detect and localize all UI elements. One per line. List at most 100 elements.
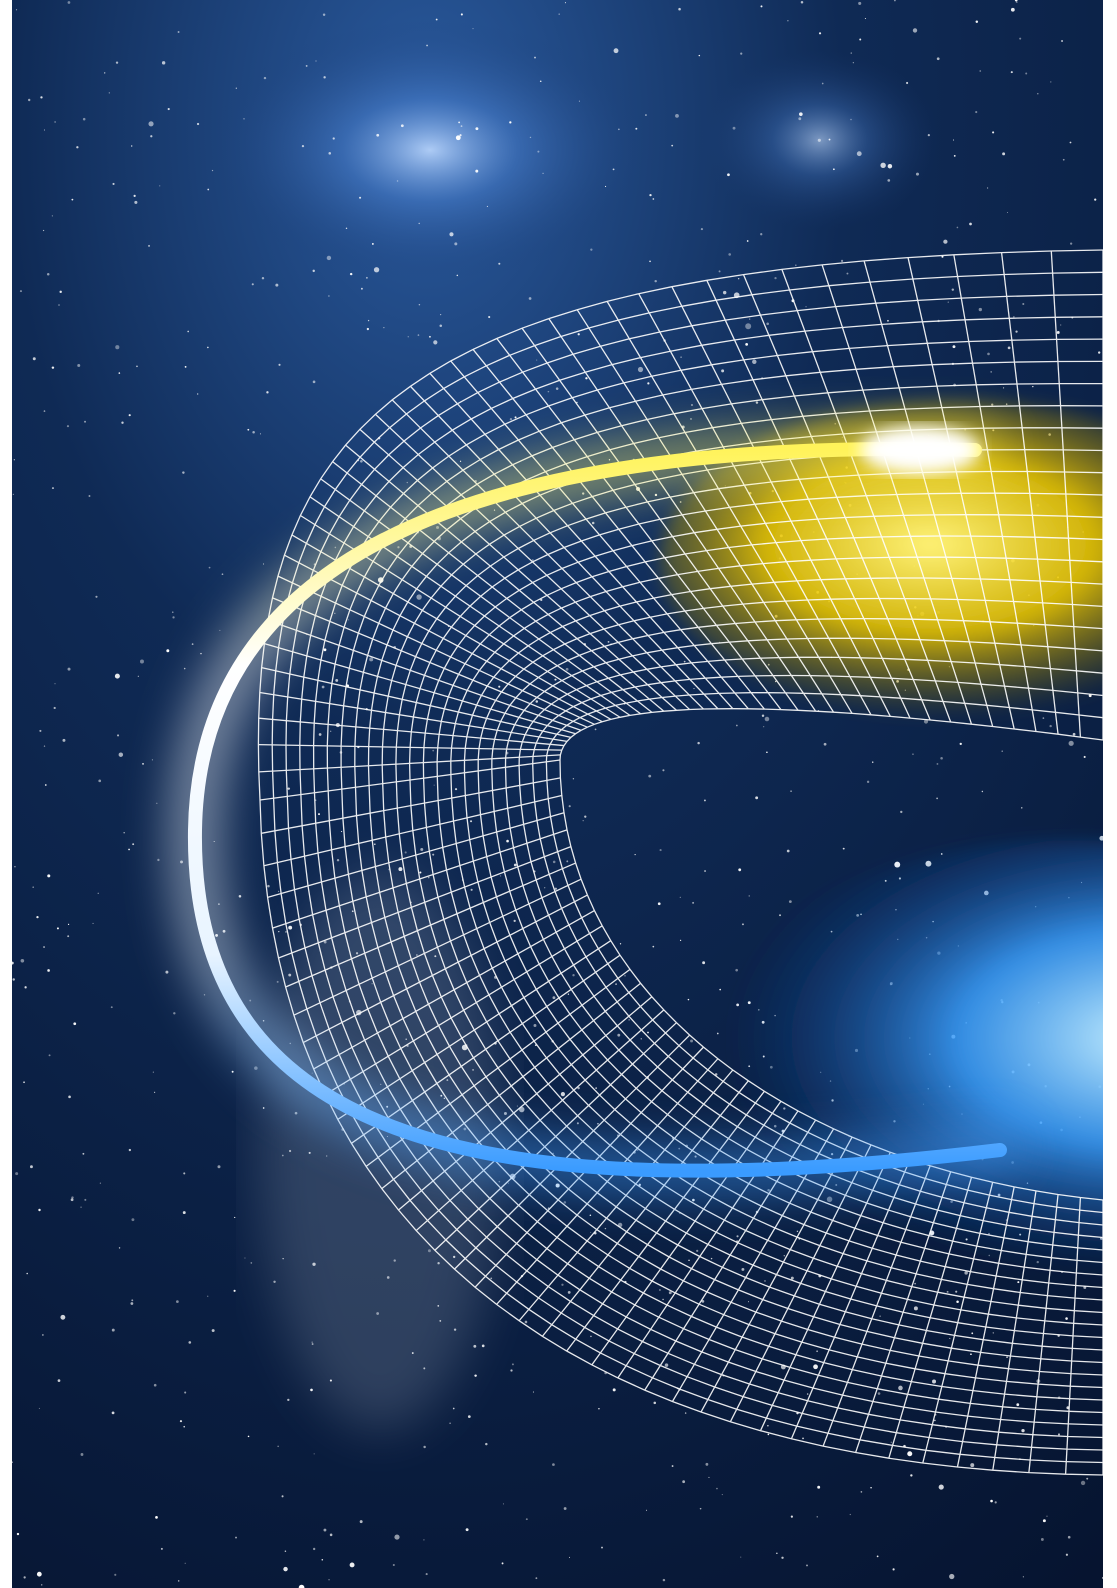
star: [736, 724, 738, 727]
star: [38, 1407, 40, 1409]
star: [133, 194, 136, 197]
star: [349, 1562, 355, 1568]
star: [43, 410, 46, 412]
star: [893, 0, 896, 2]
star: [439, 324, 443, 328]
star: [763, 726, 765, 728]
star: [741, 1268, 745, 1271]
star: [828, 138, 831, 141]
star: [716, 1487, 718, 1490]
star: [951, 288, 955, 291]
star: [981, 790, 984, 793]
star: [1094, 198, 1097, 201]
star: [140, 659, 144, 664]
right-margin: [1103, 0, 1117, 1588]
star: [24, 986, 27, 989]
star: [328, 1579, 330, 1581]
star: [1040, 1538, 1044, 1541]
star: [154, 1091, 156, 1093]
star: [722, 290, 727, 295]
star: [502, 1503, 505, 1505]
star: [817, 138, 821, 142]
star: [1016, 1403, 1020, 1407]
star: [315, 60, 317, 62]
star: [877, 1392, 881, 1395]
star: [760, 233, 763, 236]
star: [38, 1208, 41, 1212]
star: [578, 100, 580, 102]
star: [336, 858, 340, 862]
star: [747, 1301, 750, 1303]
star: [732, 126, 736, 130]
star: [528, 297, 532, 300]
star: [728, 253, 732, 256]
star: [912, 753, 914, 755]
star: [653, 1401, 657, 1405]
star: [987, 352, 990, 356]
star: [231, 1070, 234, 1073]
star: [455, 135, 461, 141]
star: [67, 935, 70, 938]
star: [369, 657, 374, 662]
star: [1007, 212, 1009, 214]
star: [585, 377, 588, 380]
star: [13, 459, 15, 461]
star: [959, 742, 962, 746]
grid-line: [477, 597, 1104, 1276]
star: [561, 1283, 564, 1286]
star: [394, 1534, 400, 1540]
star: [12, 493, 15, 496]
star: [774, 277, 777, 280]
star: [187, 330, 190, 333]
star: [708, 1476, 710, 1478]
star: [501, 1562, 504, 1565]
star: [428, 335, 431, 338]
star: [460, 125, 463, 128]
star: [238, 895, 242, 898]
star: [710, 1257, 713, 1260]
star: [261, 276, 265, 280]
star: [1001, 750, 1003, 752]
star: [310, 1388, 313, 1392]
star: [151, 759, 153, 761]
star: [211, 169, 214, 172]
star: [850, 118, 852, 121]
star: [110, 1006, 113, 1009]
star: [816, 1516, 818, 1518]
star: [936, 763, 939, 765]
star: [833, 168, 835, 171]
star: [680, 356, 682, 358]
star: [472, 28, 474, 30]
star: [645, 114, 647, 116]
star: [156, 802, 158, 804]
star: [805, 306, 807, 308]
star: [11, 1461, 13, 1463]
star: [798, 117, 802, 121]
star: [563, 1201, 567, 1204]
star: [84, 420, 86, 423]
star: [465, 1528, 469, 1532]
star: [283, 1566, 288, 1572]
star: [870, 1486, 872, 1489]
grid-line: [354, 405, 1104, 1389]
star: [766, 751, 768, 754]
star: [566, 860, 569, 863]
star: [244, 1257, 246, 1259]
star: [915, 172, 919, 176]
star: [956, 226, 959, 229]
star: [692, 1198, 695, 1202]
star: [425, 1573, 428, 1576]
star: [806, 1564, 808, 1567]
star: [727, 173, 730, 177]
star: [95, 595, 98, 598]
star: [746, 240, 749, 242]
star: [659, 1289, 661, 1291]
star: [547, 390, 550, 393]
star: [563, 1507, 567, 1510]
star: [360, 459, 363, 463]
star: [1017, 1281, 1020, 1284]
star: [513, 863, 517, 867]
star: [796, 1230, 799, 1233]
star: [423, 1445, 426, 1449]
star: [136, 365, 138, 368]
